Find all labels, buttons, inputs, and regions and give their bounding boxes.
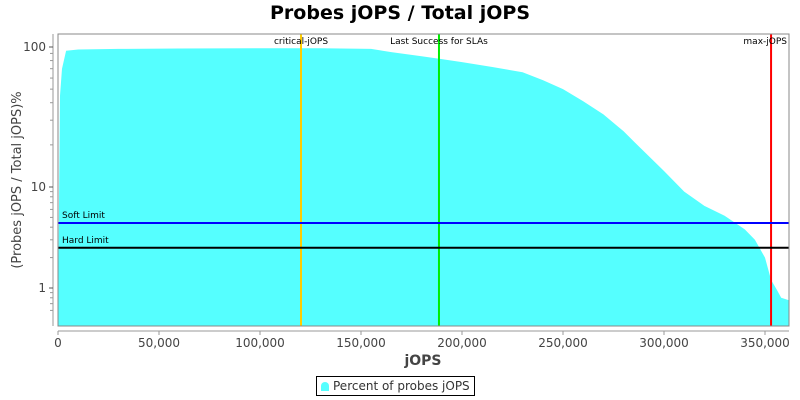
legend-label: Percent of probes jOPS [333,379,470,393]
y-tick-label: 100 [23,40,46,54]
x-axis: 0 50,000 100,000 150,000 200,000 250,000 300,0… [54,330,790,350]
marker-label-max-jops: max-jOPS [743,37,787,47]
marker-labels: critical-jOPS Last Success for SLAs max-jO… [62,37,787,246]
marker-lines [58,34,789,326]
y-axis-title: (Probes jOPS / Total jOPS)% [10,91,25,268]
marker-label-critical-jops: critical-jOPS [274,37,328,47]
marker-label-last-success-for-slas: Last Success for SLAs [390,37,488,47]
x-tick-label: 350,000 [740,336,790,350]
y-tick-label: 10 [31,180,46,194]
x-tick-label: 200,000 [437,336,487,350]
marker-label-hard-limit: Hard Limit [62,236,109,246]
y-tick-label: 1 [38,281,46,295]
x-axis-title: jOPS [403,353,441,369]
area-series-percent-probes-jops [58,48,789,326]
y-axis: 1 10 100 [23,34,54,326]
x-tick-label: 0 [54,336,62,350]
x-tick-label: 150,000 [336,336,386,350]
marker-label-soft-limit: Soft Limit [62,211,105,221]
plot-border [57,33,790,327]
x-tick-label: 50,000 [138,336,180,350]
legend: Percent of probes jOPS [316,376,475,396]
legend-swatch-icon [321,381,329,391]
x-tick-label: 100,000 [235,336,285,350]
x-tick-label: 250,000 [538,336,588,350]
chart-title: Probes jOPS / Total jOPS [270,2,530,24]
x-tick-label: 300,000 [639,336,689,350]
